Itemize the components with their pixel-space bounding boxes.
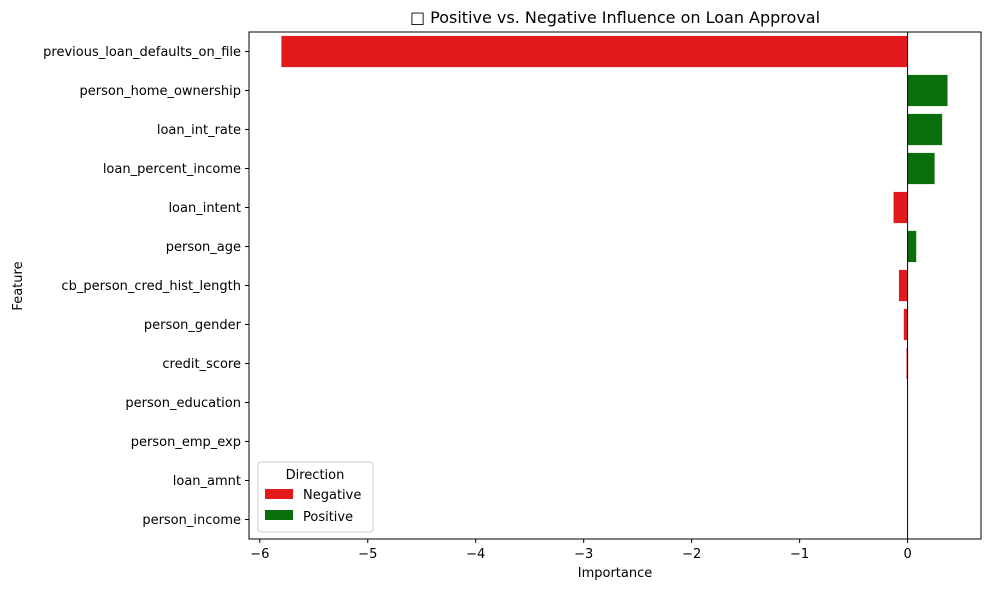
bar-cb_person_cred_hist_length — [898, 269, 908, 302]
y-tick-label: credit_score — [162, 357, 241, 372]
y-tick-label: person_home_ownership — [80, 84, 241, 99]
x-tick-label: −6 — [250, 547, 269, 562]
legend-label-negative: Negative — [303, 488, 361, 503]
x-tick-label: 0 — [903, 547, 911, 562]
y-tick-label: person_age — [166, 240, 241, 255]
y-axis-label: Feature — [11, 261, 26, 310]
bar-previous_loan_defaults_on_file — [281, 35, 908, 68]
x-tick-label: −5 — [358, 547, 377, 562]
legend-label-positive: Positive — [303, 510, 353, 525]
y-tick-label: person_education — [125, 396, 241, 411]
y-tick-label: loan_intent — [168, 201, 241, 216]
x-tick-label: −4 — [466, 547, 485, 562]
y-tick-label: loan_percent_income — [103, 162, 241, 177]
bar-credit_score — [906, 347, 908, 380]
y-tick-label: person_income — [142, 513, 241, 528]
bar-loan_intent — [893, 191, 908, 224]
x-axis-ticks: −6 −5 −4 −3 −2 −1 0 — [250, 539, 912, 562]
y-tick-label: loan_amnt — [173, 474, 241, 489]
x-tick-label: −1 — [790, 547, 809, 562]
y-tick-label: cb_person_cred_hist_length — [61, 279, 241, 294]
legend-swatch-positive — [265, 510, 293, 520]
y-tick-label: person_gender — [144, 318, 242, 333]
bar-loan_int_rate — [907, 113, 943, 146]
legend: Direction Negative Positive — [257, 461, 374, 533]
legend-swatch-negative — [265, 489, 293, 499]
y-tick-label: loan_int_rate — [157, 123, 241, 138]
legend-title: Direction — [286, 468, 345, 483]
y-tick-label: person_emp_exp — [131, 435, 241, 450]
chart-title: □ Positive vs. Negative Influence on Loa… — [410, 8, 820, 27]
y-tick-label: previous_loan_defaults_on_file — [43, 45, 241, 60]
bar-person_gender — [903, 308, 908, 341]
x-axis-label: Importance — [578, 566, 653, 581]
bar-loan_percent_income — [907, 152, 935, 185]
bar-person_home_ownership — [907, 74, 948, 107]
y-axis-ticks: previous_loan_defaults_on_file person_hom… — [43, 45, 249, 528]
bar-person_age — [907, 230, 917, 263]
bars — [281, 35, 948, 536]
x-tick-label: −2 — [682, 547, 701, 562]
x-tick-label: −3 — [574, 547, 593, 562]
